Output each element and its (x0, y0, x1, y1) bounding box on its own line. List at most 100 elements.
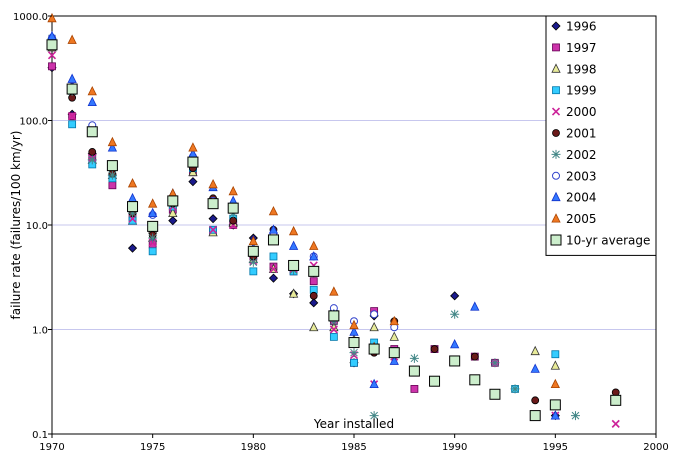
data-point (148, 198, 158, 208)
data-point (309, 277, 318, 286)
legend-marker (550, 234, 562, 246)
legend-marker (552, 171, 560, 180)
series-2002 (47, 33, 580, 421)
data-point (108, 181, 117, 190)
legend-marker (551, 213, 561, 223)
data-point (208, 214, 218, 224)
legend-box (545, 15, 657, 256)
data-point (308, 265, 320, 277)
data-point (87, 96, 97, 106)
data-point (268, 205, 279, 216)
legend-marker (552, 86, 560, 95)
data-point (127, 192, 138, 203)
data-point (168, 216, 178, 226)
series-2005 (47, 12, 560, 389)
legend-label: 2004 (566, 191, 597, 205)
data-point (309, 251, 319, 261)
data-point (349, 319, 359, 330)
data-point (128, 208, 138, 218)
legend-label: 1999 (566, 84, 597, 98)
data-point (550, 378, 560, 389)
data-point (248, 235, 258, 246)
data-point (309, 240, 319, 250)
data-point (247, 245, 259, 257)
data-point (267, 234, 279, 246)
data-point (529, 410, 541, 422)
legend-item: 1996 (551, 20, 597, 34)
data-point (369, 411, 379, 421)
data-point (288, 288, 299, 298)
data-point (388, 347, 400, 359)
data-point (46, 39, 58, 51)
data-point (429, 375, 441, 387)
y-tick-label: 1000.0 (13, 12, 48, 23)
data-point (389, 331, 399, 341)
data-point (148, 233, 158, 243)
data-point (187, 156, 199, 168)
data-point (106, 160, 118, 172)
data-point (147, 220, 159, 232)
y-tick-label: 100.0 (19, 117, 48, 128)
data-point (127, 178, 138, 188)
data-point (188, 177, 198, 187)
data-point (148, 247, 157, 256)
legend-marker (552, 43, 560, 52)
data-point (107, 136, 118, 147)
data-point (449, 355, 461, 367)
data-point (208, 178, 218, 189)
legend-label: 2005 (566, 212, 597, 226)
data-point (530, 345, 540, 356)
data-point (66, 83, 78, 95)
y-axis-title: failure rate (failures/100 km/yr) (9, 131, 23, 320)
legend-label: 1997 (566, 41, 597, 55)
legend-item: 2002 (551, 148, 597, 162)
x-tick-label: 1995 (543, 442, 568, 453)
data-point (148, 207, 158, 217)
legend-label: 2002 (566, 148, 597, 162)
data-point (430, 345, 439, 353)
legend-item: 1997 (552, 41, 597, 55)
data-point (611, 419, 620, 428)
y-tick-label: 0.1 (32, 430, 48, 441)
legend-item: 1998 (551, 62, 597, 76)
x-tick-label: 1970 (39, 442, 64, 453)
data-point (450, 339, 460, 349)
data-point (67, 73, 77, 83)
y-tick-label: 1.0 (32, 326, 48, 337)
data-point (550, 410, 560, 420)
data-point (610, 394, 622, 406)
legend-label: 2000 (566, 105, 597, 119)
data-point (167, 195, 179, 207)
data-points (46, 12, 622, 428)
legend-marker (551, 149, 561, 159)
data-point (408, 365, 420, 377)
data-point (368, 343, 380, 355)
data-point (349, 348, 359, 358)
data-point (67, 34, 77, 44)
series-1999 (48, 36, 560, 393)
data-point (470, 352, 479, 361)
data-point (348, 337, 360, 349)
data-point (227, 202, 239, 214)
data-point (88, 148, 97, 156)
data-point (349, 326, 359, 336)
data-point (409, 353, 419, 363)
x-tick-label: 1980 (241, 442, 266, 453)
axes: 0.1 1.0 10.0 100.0 1000.0 1970 1975 1980 1985 199… (13, 12, 669, 453)
legend-label: 2001 (566, 127, 597, 141)
data-point (107, 170, 117, 180)
data-point (47, 51, 57, 60)
data-point (550, 360, 560, 370)
legend-marker (551, 107, 561, 116)
legend-item: 2003 (552, 169, 597, 183)
legend-label: 2003 (566, 169, 597, 183)
series-2004 (47, 30, 560, 420)
data-point (490, 358, 500, 368)
x-axis-title: Year installed (313, 417, 394, 431)
data-point (87, 85, 97, 96)
data-point (510, 384, 520, 394)
data-point (248, 257, 258, 267)
data-point (551, 350, 560, 359)
data-point (188, 142, 198, 152)
series-1996 (47, 63, 560, 421)
